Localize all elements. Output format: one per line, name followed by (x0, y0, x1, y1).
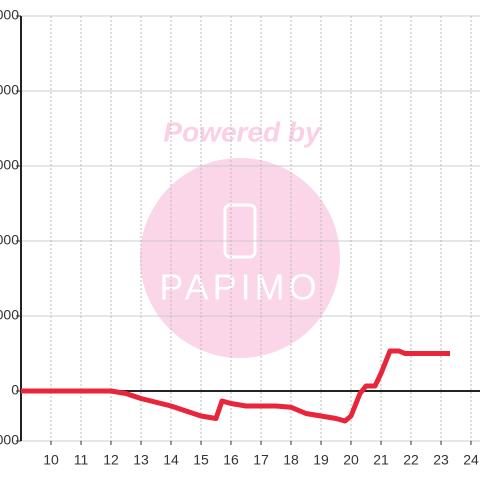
y-tick-label: -20,000 (0, 432, 19, 448)
y-tick-label: 150,000 (0, 7, 19, 23)
x-tick-label: 22 (403, 452, 419, 468)
x-tick-label: 20 (343, 452, 359, 468)
x-tick-label: 16 (223, 452, 239, 468)
x-tick-label: 18 (283, 452, 299, 468)
x-tick-label: 17 (253, 452, 269, 468)
watermark-text: Powered by (163, 116, 322, 147)
x-tick-label: 19 (313, 452, 329, 468)
x-tick-label: 10 (43, 452, 59, 468)
y-tick-label: 0 (11, 382, 19, 398)
y-tick-label: 120,000 (0, 82, 19, 98)
data-line (21, 348, 450, 424)
x-tick-label: 21 (373, 452, 389, 468)
x-tick-label: 14 (163, 452, 179, 468)
x-tick-label: 13 (133, 452, 149, 468)
y-tick-label: 30,000 (0, 307, 19, 323)
watermark-icon (223, 203, 257, 259)
x-tick-label: 24 (463, 452, 479, 468)
x-tick-label: 15 (193, 452, 209, 468)
x-tick-label: 11 (74, 452, 89, 468)
x-tick-label: 12 (103, 452, 119, 468)
y-tick-label: 90,000 (0, 157, 19, 173)
x-tick-label: 23 (433, 452, 449, 468)
watermark-brand: PAPIMO (159, 267, 320, 308)
y-tick-label: 60,000 (0, 232, 19, 248)
